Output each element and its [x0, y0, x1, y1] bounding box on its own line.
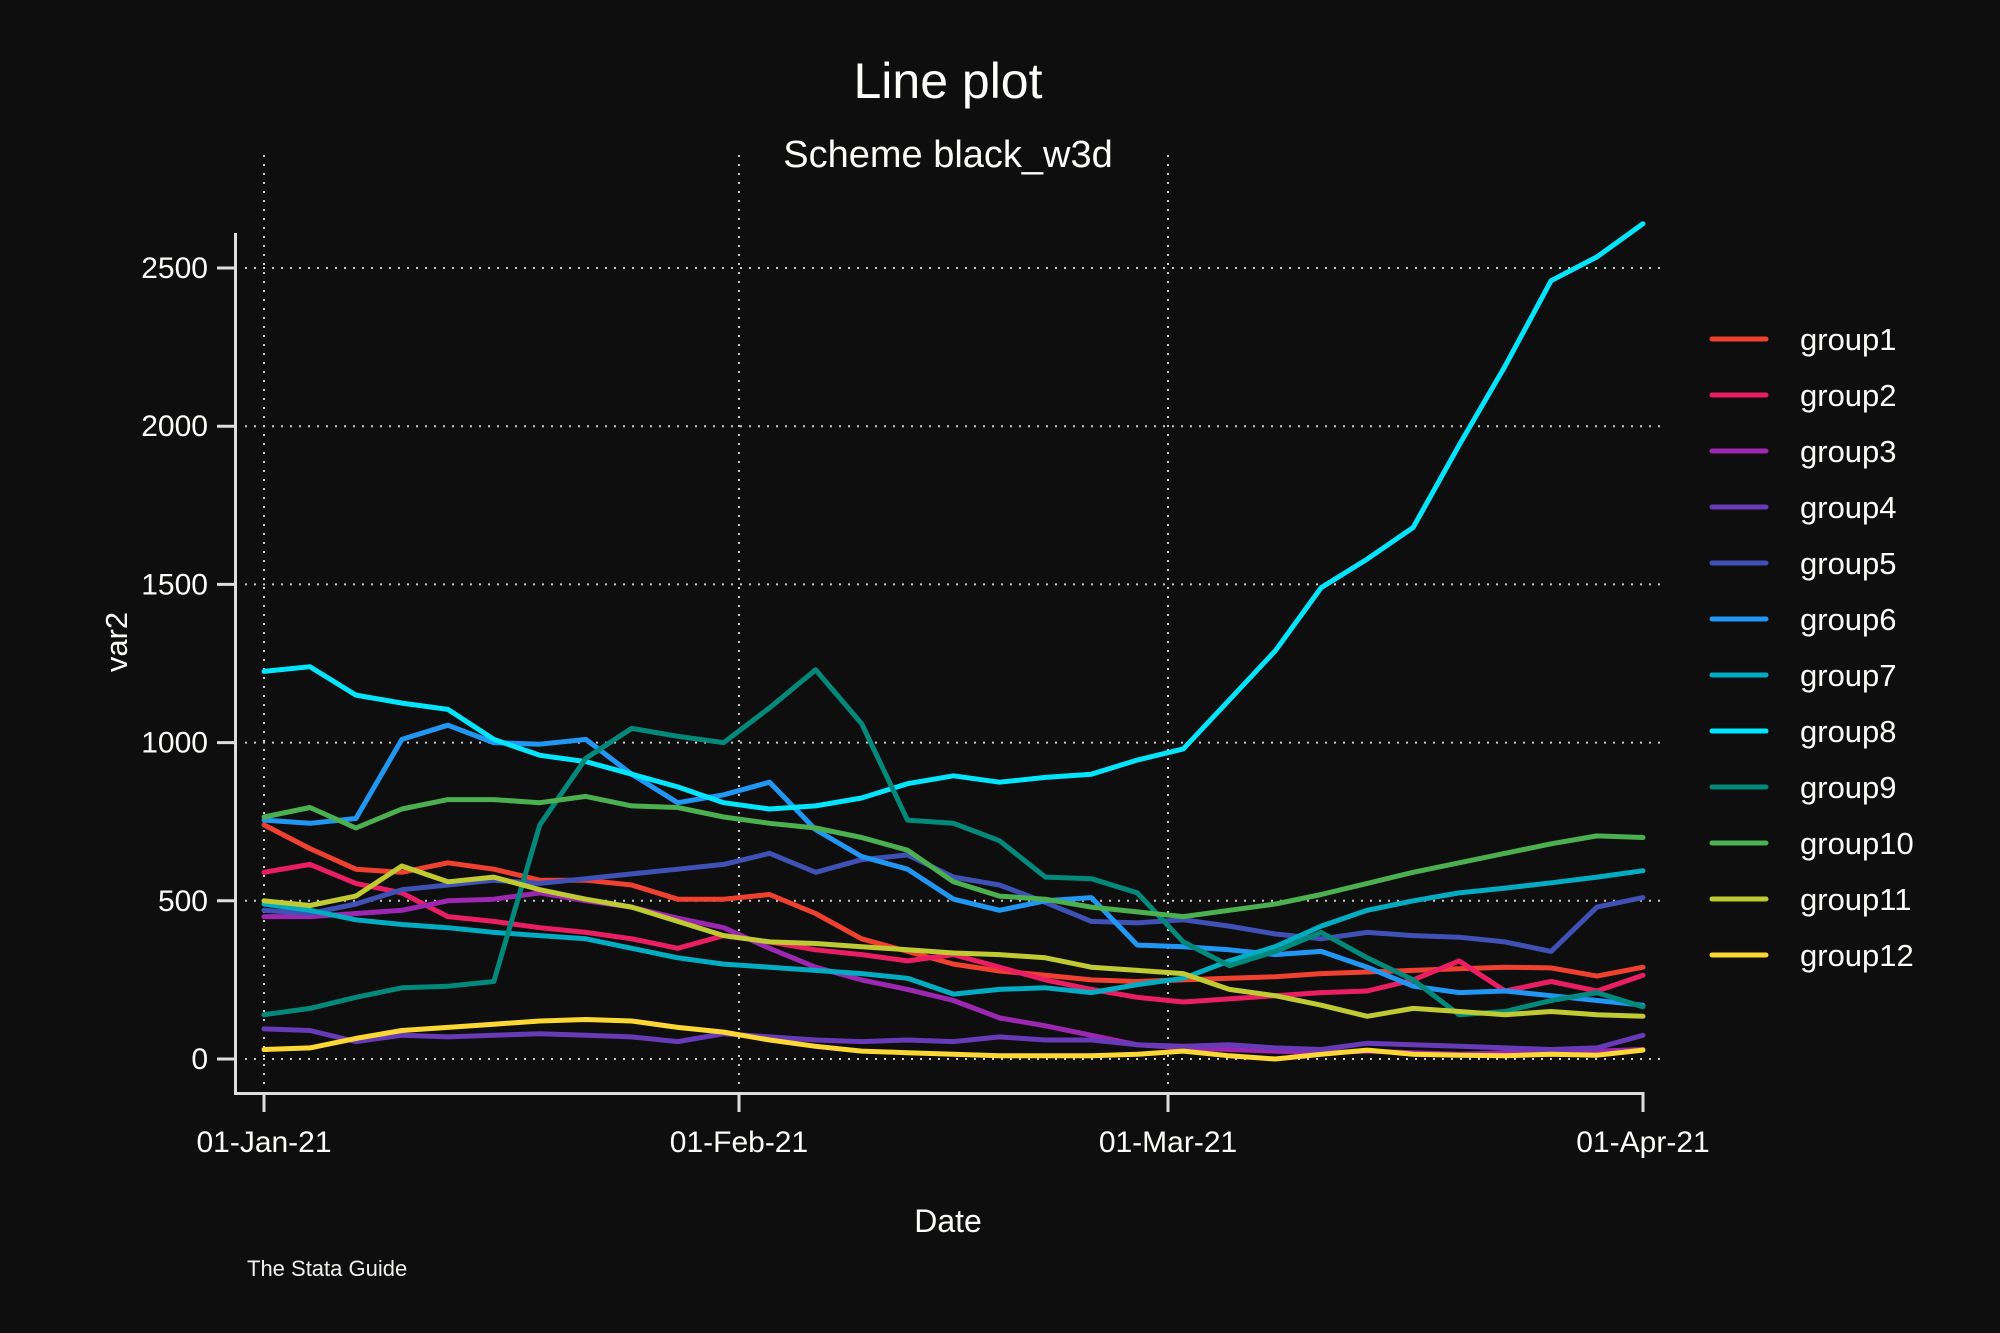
series-line-group11	[261, 863, 1646, 1019]
series-line-group6	[261, 722, 1646, 1008]
legend-label-group8: group8	[1800, 714, 1897, 749]
series-line-group12	[261, 1017, 1646, 1062]
legend-label-group10: group10	[1800, 826, 1914, 861]
legend-label-group6: group6	[1800, 602, 1897, 637]
x-tick-label-01-Mar-21: 01-Mar-21	[1099, 1126, 1237, 1159]
legend-label-group5: group5	[1800, 546, 1897, 581]
series-line-group5	[261, 850, 1646, 954]
series-line-group4	[261, 1026, 1646, 1052]
y-tick-label-2000: 2000	[141, 410, 208, 443]
y-tick-label-1000: 1000	[141, 727, 208, 760]
series-line-group7	[261, 868, 1646, 997]
x-axis-title: Date	[914, 1203, 982, 1239]
y-tick-label-0: 0	[191, 1043, 208, 1076]
legend-label-group12: group12	[1800, 938, 1914, 973]
legend-label-group9: group9	[1800, 770, 1897, 805]
y-tick-label-500: 500	[158, 885, 208, 918]
x-tick-label-01-Apr-21: 01-Apr-21	[1576, 1126, 1709, 1159]
x-tick-label-01-Jan-21: 01-Jan-21	[196, 1126, 331, 1159]
series-line-group10	[261, 793, 1646, 920]
chart-title: Line plot	[853, 53, 1043, 109]
y-tick-label-1500: 1500	[141, 568, 208, 601]
legend-label-group3: group3	[1800, 434, 1897, 469]
legend-label-group11: group11	[1800, 882, 1911, 917]
x-tick-label-01-Feb-21: 01-Feb-21	[670, 1126, 808, 1159]
series-line-group1	[261, 822, 1646, 984]
caption-note: The Stata Guide	[247, 1256, 408, 1281]
series-line-group9	[261, 667, 1646, 1018]
legend-label-group7: group7	[1800, 658, 1897, 693]
legend-label-group2: group2	[1800, 378, 1897, 413]
legend-label-group4: group4	[1800, 490, 1897, 525]
chart-subtitle: Scheme black_w3d	[783, 134, 1113, 176]
y-tick-label-2500: 2500	[141, 252, 208, 285]
y-axis-title: var2	[99, 611, 134, 673]
series-line-group8	[261, 221, 1646, 812]
legend-label-group1: group1	[1800, 322, 1897, 357]
